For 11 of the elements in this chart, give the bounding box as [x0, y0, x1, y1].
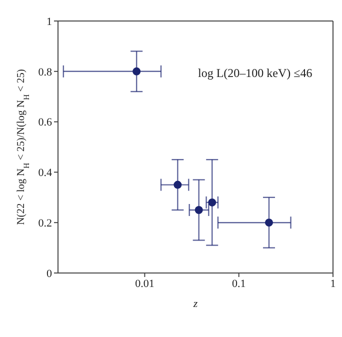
y-tick-label: 0.8 — [38, 66, 52, 78]
y-tick-label: 0.2 — [38, 218, 52, 230]
y-tick-label: 0.6 — [38, 116, 52, 129]
y-tick-label: 0 — [46, 268, 52, 280]
x-tick-label: 1 — [330, 278, 336, 290]
x-axis-title: z — [192, 298, 198, 310]
annotation: log L(20–100 keV) ≤46 — [198, 66, 312, 81]
y-tick-label: 1 — [46, 16, 52, 28]
y-tick-label: 0.4 — [38, 167, 52, 180]
x-tick-label: 0.1 — [232, 278, 246, 290]
x-tick-label: 0.01 — [135, 278, 154, 290]
